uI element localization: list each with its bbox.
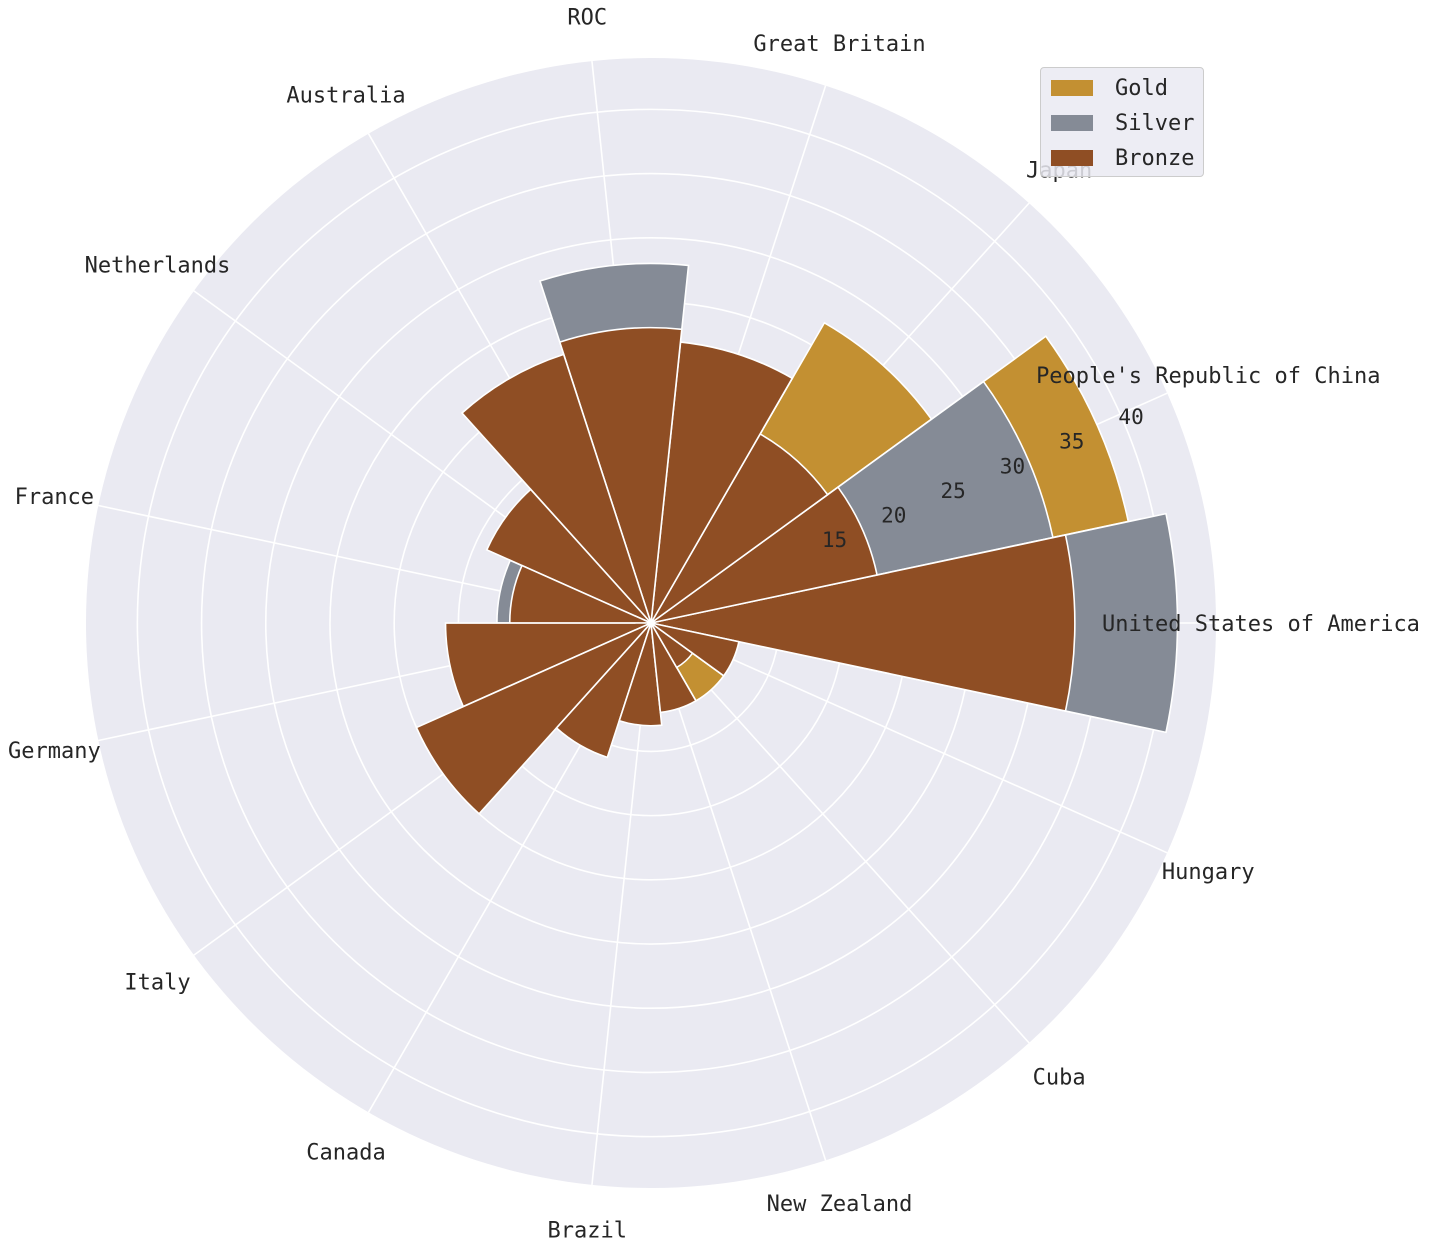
radial-tick-label: 30 bbox=[1000, 454, 1025, 478]
legend-swatch-bronze bbox=[1051, 150, 1093, 166]
chart-legend: Gold Silver Bronze bbox=[1040, 67, 1204, 177]
category-label-new-zealand: New Zealand bbox=[767, 1192, 913, 1217]
category-label-roc: ROC bbox=[567, 5, 607, 30]
bar-bronze-brazil bbox=[618, 622, 663, 727]
category-label-netherlands: Netherlands bbox=[85, 253, 231, 278]
grid-spoke bbox=[650, 622, 827, 1161]
category-label-australia: Australia bbox=[286, 84, 405, 109]
category-label-hungary: Hungary bbox=[1162, 860, 1255, 885]
grid-spoke bbox=[650, 622, 1030, 1044]
radial-tick-label: 35 bbox=[1059, 430, 1084, 454]
category-label-canada: Canada bbox=[306, 1140, 385, 1165]
legend-item-bronze: Bronze bbox=[1051, 145, 1195, 171]
category-label-united-states-of-america: United States of America bbox=[1102, 612, 1420, 637]
category-label-germany: Germany bbox=[8, 739, 101, 764]
bar-bronze-people-s-republic-of-china bbox=[650, 486, 879, 624]
bar-bronze-australia bbox=[460, 353, 652, 624]
grid-spoke bbox=[650, 622, 1168, 854]
radial-tick-label: 25 bbox=[940, 479, 965, 503]
legend-swatch-gold bbox=[1051, 80, 1093, 96]
bar-bronze-netherlands bbox=[485, 488, 652, 624]
category-label-great-britain: Great Britain bbox=[753, 32, 925, 57]
bar-bronze-canada bbox=[555, 622, 652, 759]
radial-tick-label: 15 bbox=[822, 528, 847, 552]
legend-item-silver: Silver bbox=[1051, 110, 1195, 136]
legend-label-gold: Gold bbox=[1115, 75, 1168, 101]
bar-bronze-hungary bbox=[650, 622, 740, 677]
category-label-france: France bbox=[15, 485, 94, 510]
category-label-italy: Italy bbox=[124, 971, 190, 996]
category-label-cuba: Cuba bbox=[1033, 1065, 1086, 1090]
legend-swatch-silver bbox=[1051, 115, 1093, 131]
legend-item-gold: Gold bbox=[1051, 75, 1168, 101]
bar-bronze-italy bbox=[415, 622, 652, 815]
bar-bronze-roc bbox=[558, 326, 683, 624]
category-label-brazil: Brazil bbox=[547, 1219, 626, 1244]
legend-label-bronze: Bronze bbox=[1115, 145, 1195, 171]
bar-bronze-united-states-of-america bbox=[650, 534, 1076, 712]
bar-bronze-new-zealand bbox=[650, 622, 698, 714]
radial-tick-label: 20 bbox=[881, 503, 906, 527]
radial-tick-label: 40 bbox=[1118, 405, 1143, 429]
legend-label-silver: Silver bbox=[1115, 110, 1195, 136]
bar-bronze-great-britain bbox=[650, 341, 794, 624]
category-label-people-s-republic-of-china: People's Republic of China bbox=[1036, 364, 1380, 389]
